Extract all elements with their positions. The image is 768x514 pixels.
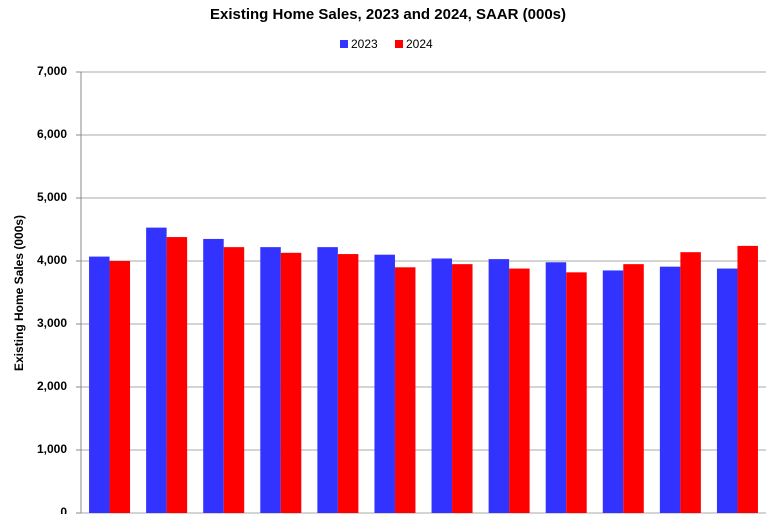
bar xyxy=(602,270,624,513)
bar xyxy=(166,237,188,513)
y-tick-label: 2,000 xyxy=(37,379,67,393)
bar xyxy=(737,245,758,513)
y-axis-label: Existing Home Sales (000s) xyxy=(12,215,26,371)
bar xyxy=(545,262,567,513)
y-tick-label: 0 xyxy=(60,505,67,514)
bar xyxy=(146,227,167,514)
bar xyxy=(394,267,416,513)
legend-swatch xyxy=(395,40,403,48)
y-tick-label: 6,000 xyxy=(37,127,67,141)
bar xyxy=(317,247,338,513)
legend-label: 2024 xyxy=(406,37,433,51)
legend: 2023 2024 xyxy=(340,37,433,51)
bar xyxy=(680,252,701,513)
bar xyxy=(431,258,453,513)
y-tick-label: 5,000 xyxy=(37,190,67,204)
bar xyxy=(337,254,359,513)
y-tick-label: 1,000 xyxy=(37,442,67,456)
bar xyxy=(203,238,224,513)
bar xyxy=(488,259,510,513)
y-tick-label: 3,000 xyxy=(37,316,67,330)
bar xyxy=(223,247,245,513)
bar xyxy=(452,264,473,513)
bar xyxy=(716,268,738,513)
y-tick-label: 7,000 xyxy=(37,64,67,78)
legend-label: 2023 xyxy=(351,37,378,51)
bar xyxy=(89,256,110,513)
y-tick-label: 4,000 xyxy=(37,253,67,267)
legend-swatch xyxy=(340,40,348,48)
bar xyxy=(566,272,587,513)
bar xyxy=(374,254,395,513)
bar xyxy=(623,264,644,513)
bar xyxy=(509,268,530,513)
chart-title: Existing Home Sales, 2023 and 2024, SAAR… xyxy=(210,6,566,23)
bar xyxy=(280,252,302,513)
bar xyxy=(659,266,681,513)
bar xyxy=(109,261,131,513)
bar xyxy=(260,247,281,513)
